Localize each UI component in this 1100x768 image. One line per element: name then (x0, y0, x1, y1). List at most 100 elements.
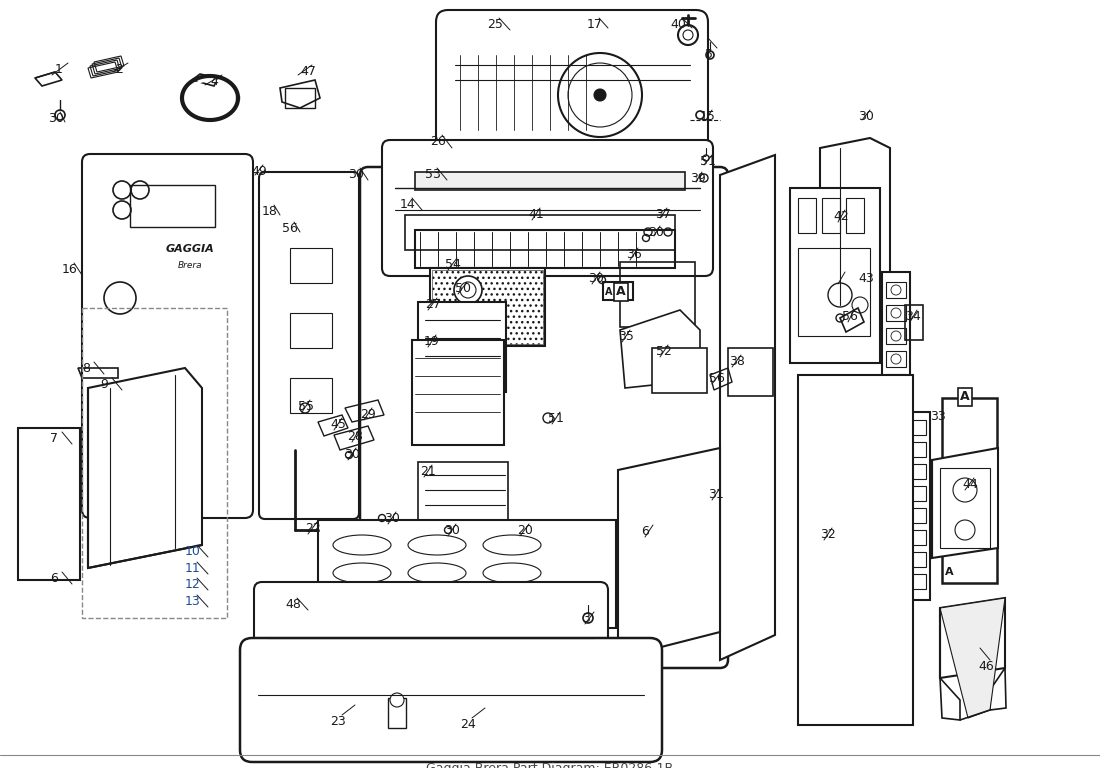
Text: 51: 51 (548, 412, 564, 425)
Text: 19: 19 (424, 335, 440, 348)
Bar (285, 88, 315, 108)
Bar (886, 351, 906, 367)
Bar (942, 398, 997, 583)
Bar (388, 698, 406, 728)
Polygon shape (932, 448, 998, 558)
Text: 25: 25 (487, 18, 503, 31)
Text: 53: 53 (425, 168, 441, 181)
Text: 31: 31 (708, 488, 724, 501)
Text: 18: 18 (262, 205, 278, 218)
Bar (790, 188, 880, 363)
Text: 4: 4 (210, 75, 218, 88)
Bar (886, 397, 906, 413)
Text: 6: 6 (50, 572, 58, 585)
Bar (798, 248, 870, 336)
Circle shape (454, 276, 482, 304)
Text: 9: 9 (100, 378, 108, 391)
Bar (728, 348, 773, 396)
Text: 11: 11 (185, 562, 200, 575)
FancyBboxPatch shape (436, 10, 708, 182)
Text: 30: 30 (348, 168, 364, 181)
Text: A: A (616, 285, 626, 298)
Text: A: A (960, 390, 969, 403)
Text: 22: 22 (305, 522, 321, 535)
FancyBboxPatch shape (382, 140, 713, 276)
Text: 15: 15 (700, 110, 716, 123)
Bar (418, 462, 508, 522)
Text: 20: 20 (517, 524, 532, 537)
Bar (415, 230, 675, 268)
Text: 30: 30 (858, 110, 873, 123)
Polygon shape (620, 310, 700, 388)
Bar (405, 215, 675, 250)
Text: 41: 41 (528, 208, 543, 221)
Text: 49: 49 (251, 165, 266, 178)
Bar (886, 443, 906, 459)
Text: 34: 34 (905, 310, 921, 323)
Text: 39: 39 (690, 172, 706, 185)
Text: 30: 30 (48, 112, 64, 125)
Bar (418, 302, 506, 392)
Polygon shape (990, 668, 1006, 710)
Text: 40: 40 (670, 18, 686, 31)
Text: 36: 36 (626, 248, 641, 261)
Polygon shape (820, 138, 890, 305)
Polygon shape (618, 448, 720, 658)
Text: Brera: Brera (178, 261, 202, 270)
Bar (290, 248, 332, 283)
Bar (906, 574, 926, 589)
Bar (798, 198, 816, 233)
Text: 32: 32 (820, 528, 836, 541)
Text: 35: 35 (618, 330, 634, 343)
Polygon shape (940, 598, 1005, 678)
Text: 24: 24 (460, 718, 475, 731)
Circle shape (594, 89, 606, 101)
Bar (130, 185, 214, 227)
Text: 47: 47 (300, 65, 316, 78)
Text: 56: 56 (710, 372, 725, 385)
Bar (886, 305, 906, 321)
FancyBboxPatch shape (254, 582, 608, 693)
Text: 17: 17 (587, 18, 603, 31)
Text: 30: 30 (384, 512, 400, 525)
Text: A: A (945, 567, 954, 577)
Bar (886, 374, 906, 390)
Text: 55: 55 (298, 400, 314, 413)
Text: 50: 50 (455, 282, 471, 295)
FancyBboxPatch shape (258, 172, 359, 519)
Text: 37: 37 (654, 208, 671, 221)
Bar (906, 486, 926, 501)
Bar (846, 198, 864, 233)
Bar (940, 468, 990, 548)
Bar (18, 428, 80, 580)
Circle shape (390, 693, 404, 707)
Text: 54: 54 (446, 258, 461, 271)
Polygon shape (88, 368, 202, 568)
Bar (906, 420, 926, 435)
Bar (822, 198, 840, 233)
Text: 27: 27 (425, 298, 441, 311)
Bar (290, 313, 332, 348)
Bar (412, 340, 504, 445)
Text: 2: 2 (116, 63, 123, 76)
Text: 6: 6 (641, 525, 649, 538)
FancyBboxPatch shape (240, 638, 662, 762)
Bar (886, 466, 906, 482)
Polygon shape (720, 155, 775, 660)
Text: 26: 26 (430, 135, 446, 148)
Text: 23: 23 (330, 715, 345, 728)
Bar (603, 282, 632, 300)
Text: 56: 56 (842, 310, 858, 323)
Bar (430, 268, 544, 346)
Text: A: A (605, 287, 613, 297)
Text: 30: 30 (648, 226, 664, 239)
Bar (82, 308, 227, 618)
FancyBboxPatch shape (360, 167, 728, 668)
Text: 45: 45 (330, 418, 345, 431)
Bar (620, 262, 695, 327)
Bar (290, 378, 332, 413)
Bar (318, 520, 616, 628)
Bar (432, 270, 543, 344)
Text: 13: 13 (185, 595, 200, 608)
Text: 30: 30 (344, 448, 360, 461)
